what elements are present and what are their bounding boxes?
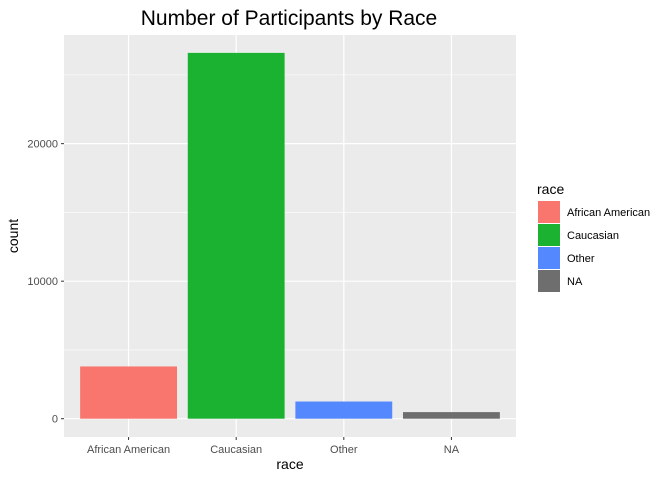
legend-title: race [537, 181, 564, 197]
y-tick-label: 20000 [27, 139, 58, 151]
legend-label: Other [567, 253, 595, 265]
legend-swatch [538, 224, 560, 246]
bars [80, 52, 500, 419]
legend-items: African American Caucasian Other NA [538, 201, 650, 292]
x-tick-label: African American [87, 444, 170, 456]
x-tick-label: Other [330, 444, 358, 456]
y-axis-title: count [5, 219, 21, 253]
bar-caucasian [187, 52, 285, 419]
bar-na [403, 412, 500, 419]
legend-swatch [538, 201, 560, 223]
x-tick-label: NA [444, 444, 460, 456]
legend-swatch [538, 270, 560, 292]
x-axis-title: race [276, 456, 303, 472]
legend-swatch [538, 247, 560, 269]
minor-gridlines [64, 74, 516, 351]
legend-label: Caucasian [567, 230, 619, 242]
chart-title: Number of Participants by Race [141, 7, 437, 30]
x-axis: African American Caucasian Other NA [87, 437, 460, 456]
x-tick-label: Caucasian [210, 444, 262, 456]
legend-label: NA [567, 276, 583, 288]
bar-african-american [80, 366, 177, 419]
y-tick-label: 10000 [27, 276, 58, 288]
bar-other [295, 401, 393, 419]
y-axis: 0 10000 20000 [27, 139, 64, 426]
y-tick-label: 0 [52, 414, 58, 426]
legend: race African American Caucasian Other NA [537, 181, 650, 292]
legend-label: African American [567, 207, 650, 219]
